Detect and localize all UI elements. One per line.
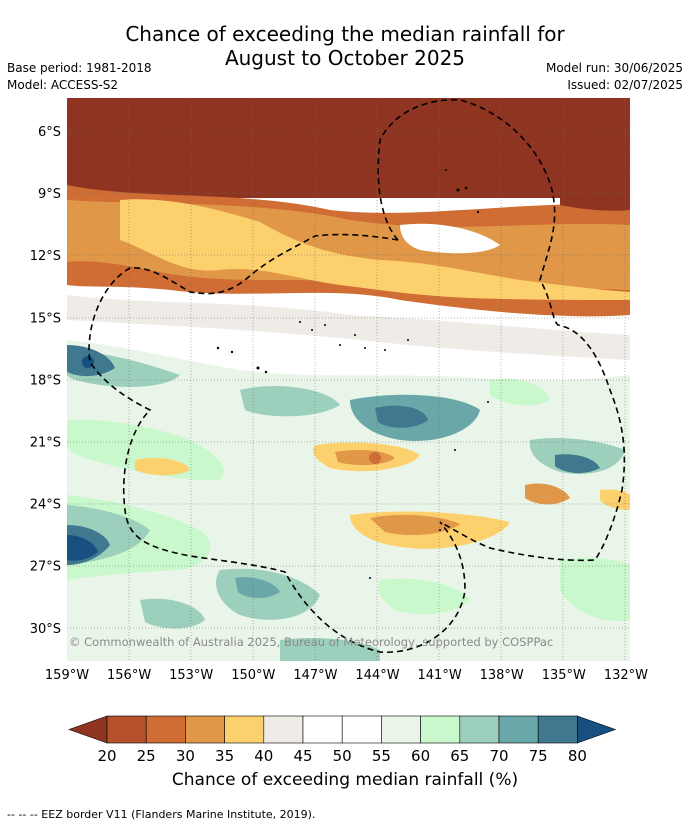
colorbar-segment [498, 715, 539, 744]
colorbar-label: Chance of exceeding median rainfall (%) [171, 770, 519, 790]
colorbar-segment [341, 715, 382, 744]
lat-label: 15°S [30, 311, 61, 326]
islands [216, 169, 489, 579]
colorbar-segment [381, 715, 421, 744]
lat-label: 6°S [38, 125, 61, 140]
lat-label: 9°S [38, 187, 61, 202]
lon-label: 153°W [169, 668, 213, 683]
lon-label: 150°W [231, 668, 275, 683]
colorbar-segment [302, 715, 343, 744]
lon-label: 144°W [355, 668, 399, 683]
colorbar-high-extension [577, 715, 617, 744]
title-line-2: August to October 2025 [224, 46, 466, 70]
lat-label: 18°S [30, 373, 61, 388]
colorbar-segment [145, 715, 186, 744]
colorbar-tick-label: 80 [568, 747, 587, 765]
colorbar-tick-label: 75 [529, 747, 548, 765]
model-run: Model run: 30/06/2025 [545, 61, 683, 75]
lon-label: 141°W [418, 668, 462, 683]
colorbar-segment [185, 715, 225, 744]
eez-footer-note: -- -- -- EEZ border V11 (Flanders Marine… [7, 808, 316, 821]
lat-label: 21°S [30, 436, 61, 451]
colorbar-tick-label: 35 [215, 747, 234, 765]
colorbar-tick-label: 45 [293, 747, 312, 765]
meta-right: Model run: 30/06/2025 Issued: 02/07/2025 [546, 60, 683, 94]
eez-border-north [377, 99, 626, 562]
colorbar-tick-label: 50 [333, 747, 352, 765]
colorbar-segment [420, 715, 461, 744]
lat-label: 12°S [30, 249, 61, 264]
colorbar-tick-label: 60 [411, 747, 430, 765]
colorbar: 20 25 30 35 40 45 50 55 60 65 70 75 80 [68, 715, 617, 765]
model-name: Model: ACCESS-S2 [7, 78, 119, 92]
lat-label: 30°S [30, 622, 61, 637]
colorbar-segment [537, 715, 578, 744]
colorbar-tick-label: 55 [372, 747, 391, 765]
meta-left: Base period: 1981-2018 Model: ACCESS-S2 [7, 60, 152, 94]
colorbar-tick-label: 30 [176, 747, 195, 765]
colorbar-segment [224, 715, 265, 744]
title-line-1: Chance of exceeding the median rainfall … [125, 22, 565, 46]
issued-date: Issued: 02/07/2025 [567, 78, 683, 92]
longitude-labels: 159°W 156°W 153°W 150°W 147°W 144°W 141°W 138°W… [45, 668, 648, 683]
lon-label: 159°W [45, 668, 89, 683]
colorbar-tick-label: 40 [254, 747, 273, 765]
lat-label: 27°S [30, 560, 61, 575]
copyright-text: © Commonwealth of Australia 2025, Bureau… [69, 635, 553, 649]
lon-label: 156°W [107, 668, 151, 683]
colorbar-tick-label: 70 [489, 747, 508, 765]
colorbar-segment [263, 715, 304, 744]
lat-label: 24°S [30, 498, 61, 513]
colorbar-tick-label: 25 [137, 747, 156, 765]
base-period: Base period: 1981-2018 [7, 61, 152, 75]
lon-label: 138°W [480, 668, 524, 683]
colorbar-tick-label: 65 [450, 747, 469, 765]
lon-label: 147°W [293, 668, 337, 683]
map-plot-area: © Commonwealth of Australia 2025, Bureau… [67, 98, 630, 661]
map-title: Chance of exceeding the median rainfall … [0, 22, 690, 70]
colorbar-low-extension [68, 715, 108, 744]
colorbar-tick-label: 20 [97, 747, 116, 765]
latitude-labels: 6°S 9°S 12°S 15°S 18°S 21°S 24°S 27°S 30°S [30, 125, 61, 637]
eez-border-south [88, 233, 466, 653]
lon-label: 132°W [604, 668, 648, 683]
colorbar-segment [106, 715, 147, 744]
colorbar-segment [459, 715, 500, 744]
lon-label: 135°W [542, 668, 586, 683]
